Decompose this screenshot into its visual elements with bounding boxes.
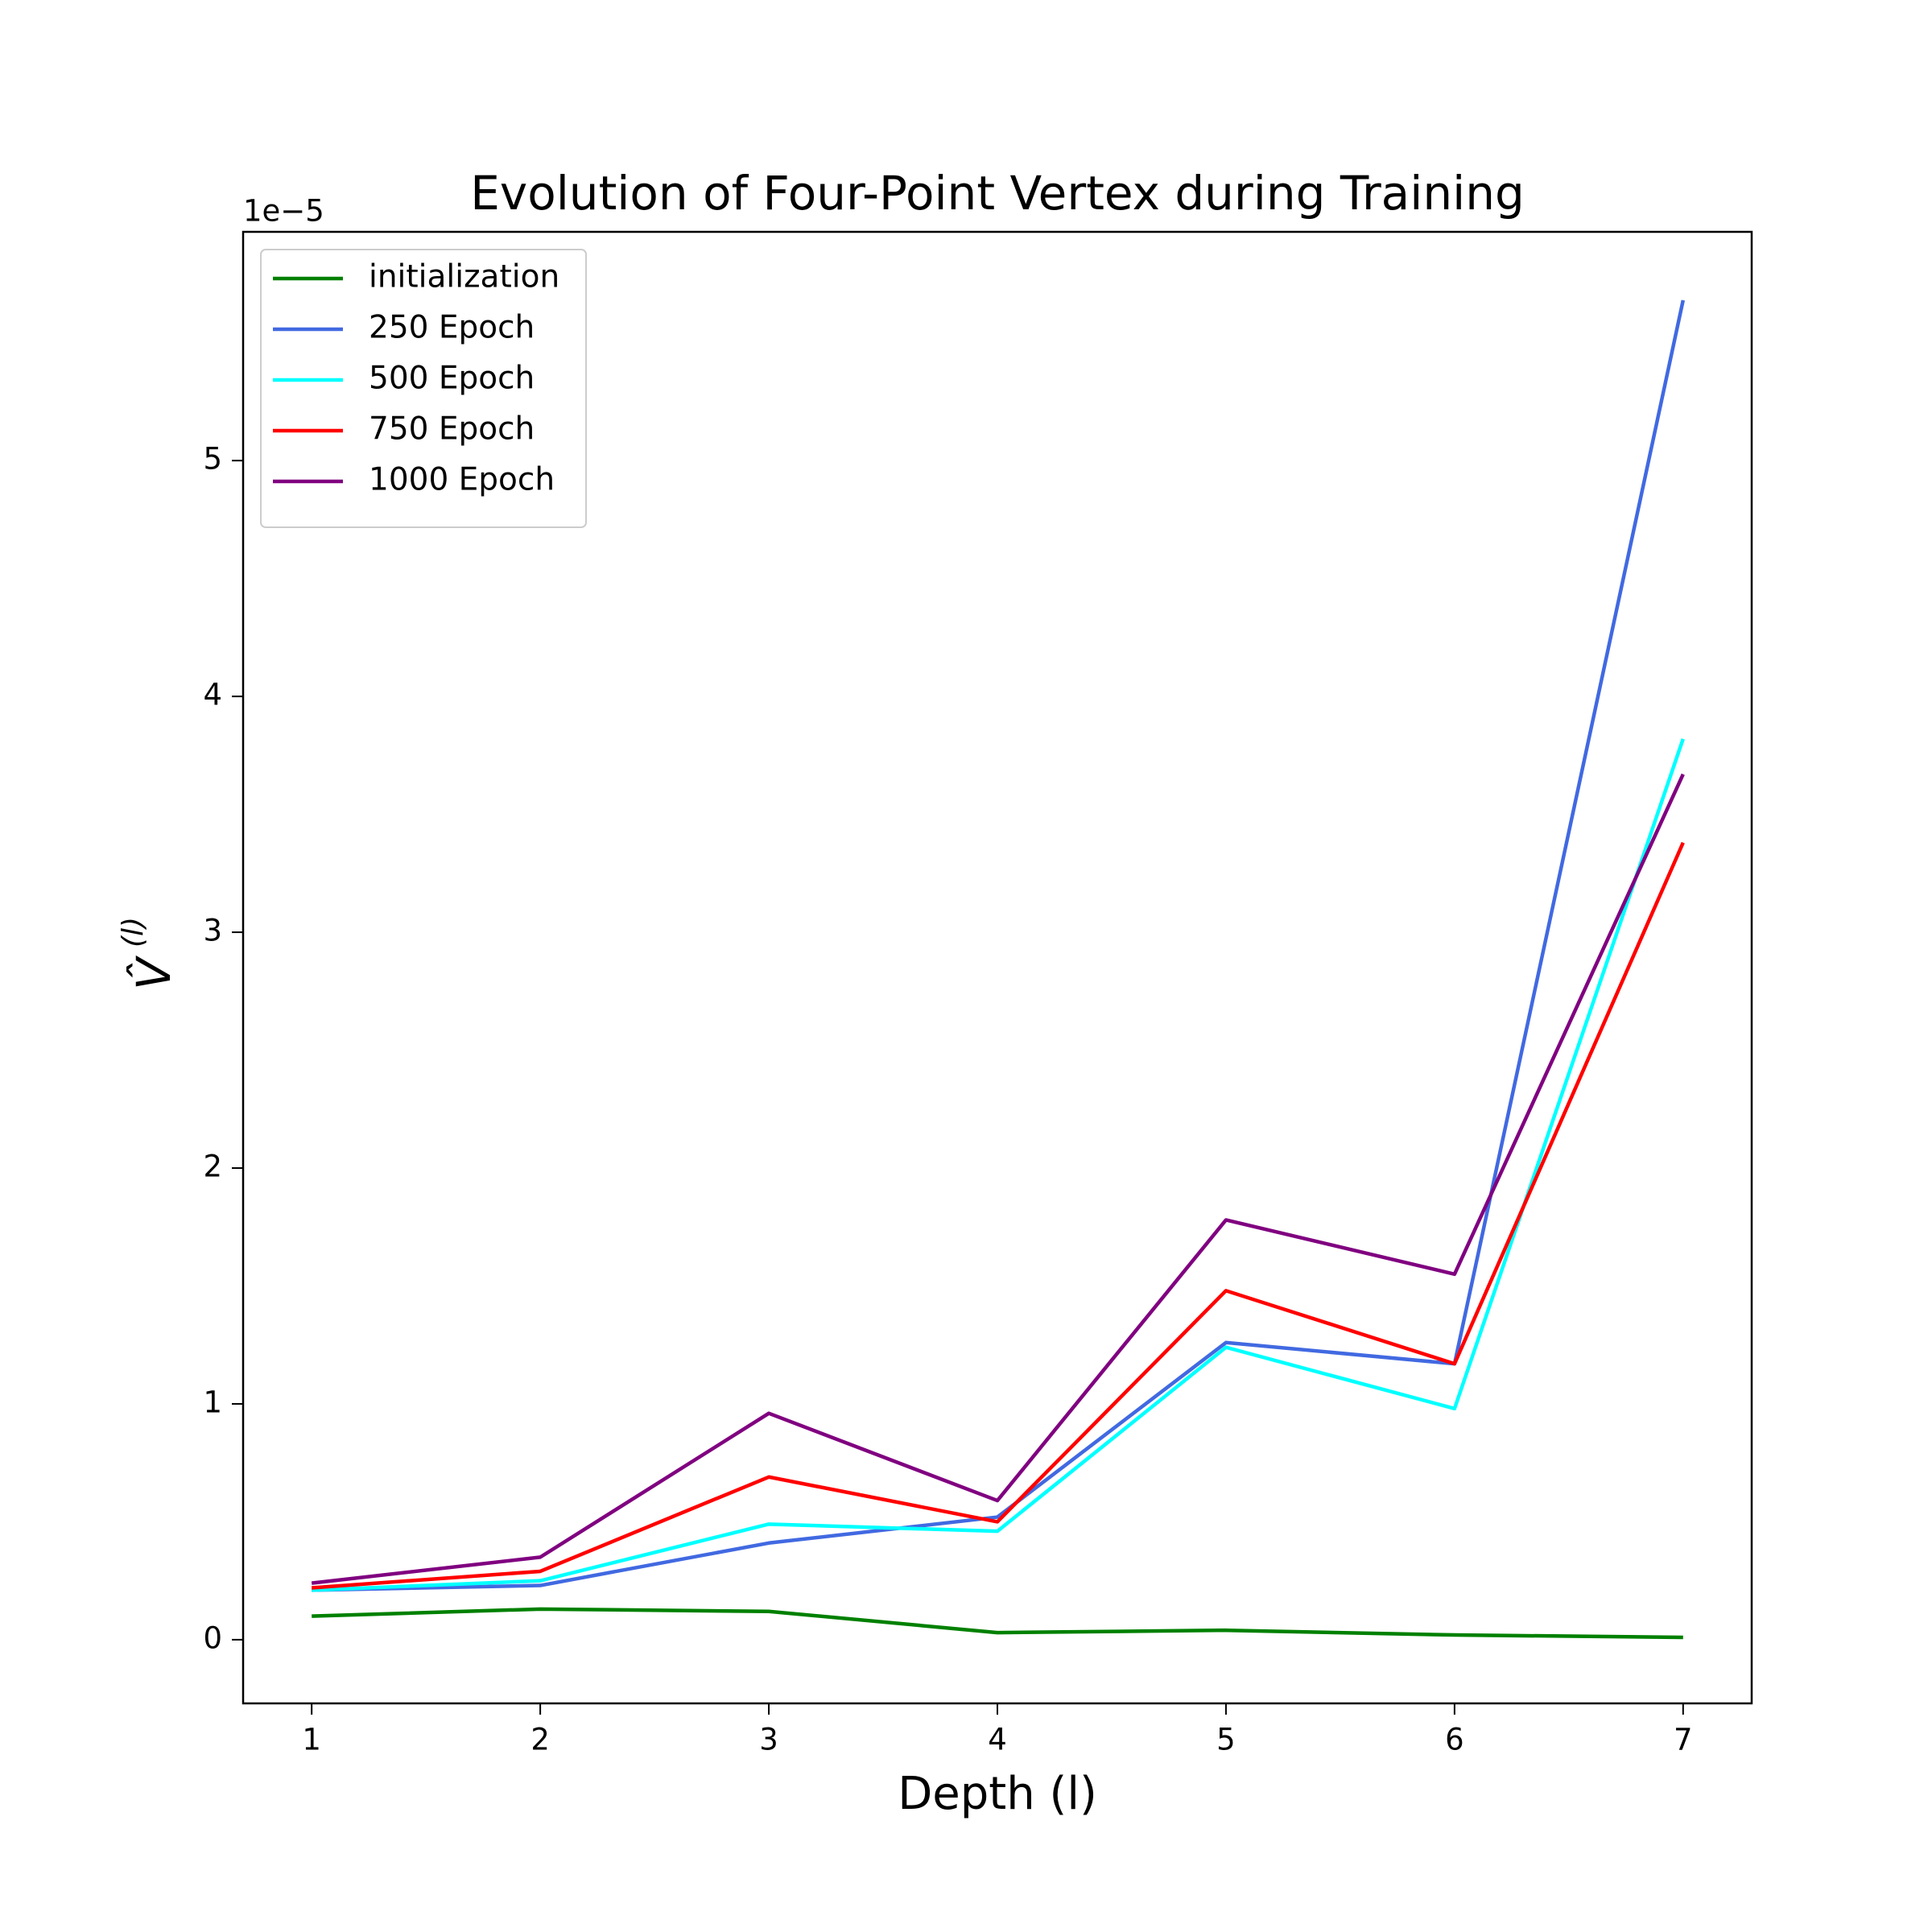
x-tick-label: 5	[1216, 1723, 1236, 1757]
data-line	[312, 841, 1685, 1590]
legend-label: 750 Epoch	[369, 411, 535, 448]
y-tick-label: 2	[203, 1150, 222, 1184]
legend-label: initialization	[369, 259, 559, 295]
x-tick-label: 4	[988, 1723, 1007, 1757]
legend-label: 1000 Epoch	[369, 462, 555, 498]
y-axis-label-group: V̂ (l)	[117, 917, 181, 990]
y-tick-label: 3	[203, 914, 222, 948]
y-tick-label: 1	[203, 1385, 222, 1419]
y-tick-label: 0	[203, 1620, 222, 1655]
y-tick-label: 5	[203, 442, 222, 477]
x-tick-label: 2	[530, 1723, 550, 1757]
x-tick-label: 3	[759, 1723, 778, 1757]
data-line	[312, 1607, 1683, 1640]
y-axis-label: V̂	[126, 955, 182, 990]
x-tick-label: 1	[302, 1723, 321, 1757]
legend-box	[260, 249, 587, 528]
x-tick-label: 6	[1445, 1723, 1464, 1757]
legend-label: 250 Epoch	[369, 310, 535, 346]
y-tick-label: 4	[203, 678, 222, 712]
y-offset-text: 1e−5	[243, 194, 324, 229]
chart-title: Evolution of Four-Point Vertex during Tr…	[470, 166, 1525, 221]
y-axis-label-superscript: (l)	[117, 917, 150, 947]
x-tick-label: 7	[1674, 1723, 1693, 1757]
data-line	[311, 773, 1685, 1585]
plot-frame	[242, 230, 1753, 1705]
legend: initialization 250 Epoch 500 Epoch 750 Epoc…	[260, 249, 587, 528]
legend-label: 500 Epoch	[369, 361, 535, 397]
x-axis-label: Depth (l)	[898, 1768, 1097, 1820]
data-line	[312, 738, 1685, 1592]
